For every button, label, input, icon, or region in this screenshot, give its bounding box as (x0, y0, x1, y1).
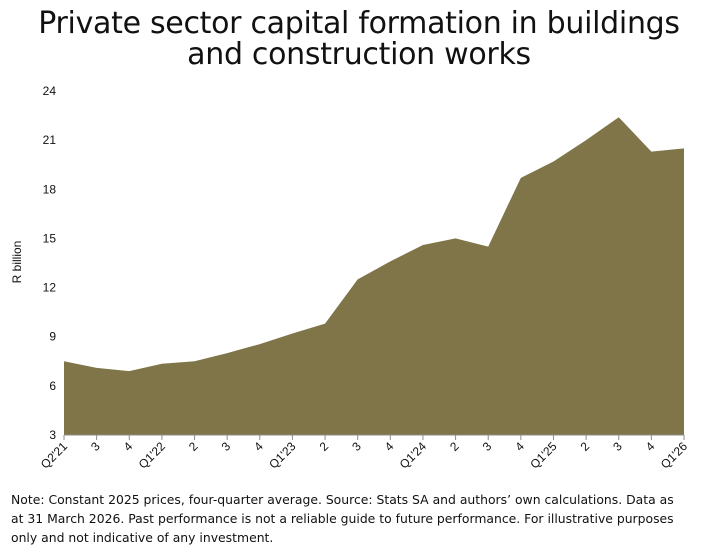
area-series (64, 117, 684, 436)
note-line-2: at 31 March 2026. Past performance is no… (11, 511, 674, 526)
x-tick-label: 3 (610, 439, 625, 454)
x-tick-label: 4 (251, 439, 266, 454)
y-tick-label: 6 (49, 379, 56, 393)
x-tick-label: 2 (447, 439, 462, 454)
x-tick-label: 3 (88, 439, 103, 454)
x-tick-label: 3 (480, 439, 495, 454)
x-tick-label: 3 (219, 439, 234, 454)
chart-title-line-1: Private sector capital formation in buil… (38, 6, 680, 41)
x-tick-label: Q1'23 (266, 439, 299, 472)
y-axis-label: R billion (10, 241, 24, 284)
y-tick-label: 3 (49, 428, 56, 442)
note-line-1: Note: Constant 2025 prices, four-quarter… (11, 492, 674, 507)
x-tick-label: 3 (349, 439, 364, 454)
x-tick-label: 4 (643, 439, 658, 454)
y-tick-label: 12 (43, 281, 57, 295)
x-tick-label: Q1'26 (658, 439, 691, 472)
x-tick-label: 2 (317, 439, 332, 454)
y-tick-label: 21 (43, 133, 57, 147)
chart-title-line-2: and construction works (187, 37, 531, 72)
x-tick-label: 4 (382, 439, 397, 454)
x-tick-label: 2 (578, 439, 593, 454)
x-tick-label: 2 (186, 439, 201, 454)
y-tick-label: 15 (43, 231, 57, 245)
y-tick-label: 24 (43, 84, 57, 98)
note-line-3: only and not indicative of any investmen… (11, 530, 274, 545)
x-tick-label: 4 (121, 439, 136, 454)
y-tick-label: 9 (49, 330, 56, 344)
y-tick-label: 18 (43, 182, 57, 196)
x-tick-label: Q1'22 (136, 439, 169, 472)
x-tick-label: Q2'21 (38, 439, 71, 472)
chart-title: Private sector capital formation in buil… (0, 8, 718, 70)
x-tick-label: 4 (512, 439, 527, 454)
x-tick-label: Q1'24 (397, 439, 430, 472)
x-tick-label: Q1'25 (527, 439, 560, 472)
chart-note: Note: Constant 2025 prices, four-quarter… (11, 490, 715, 547)
